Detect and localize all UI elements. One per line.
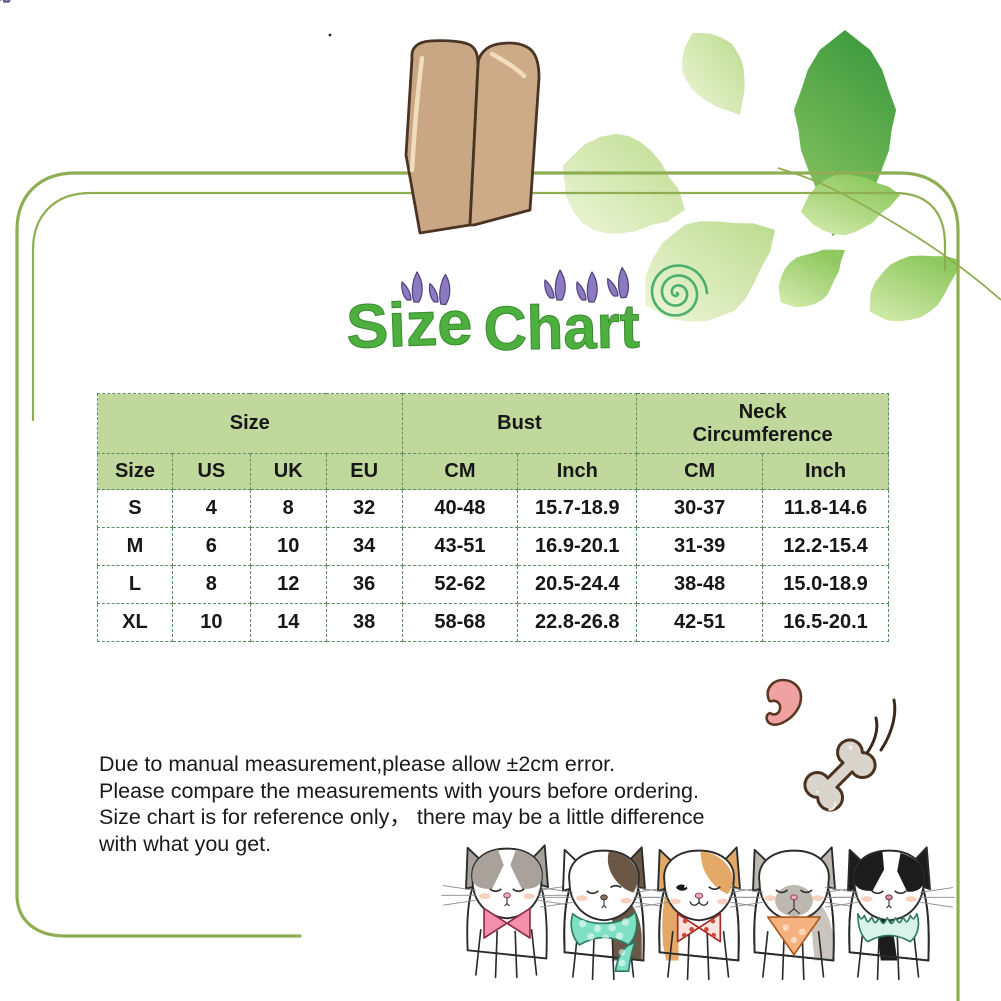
- svg-text:Chart: Chart: [483, 292, 640, 364]
